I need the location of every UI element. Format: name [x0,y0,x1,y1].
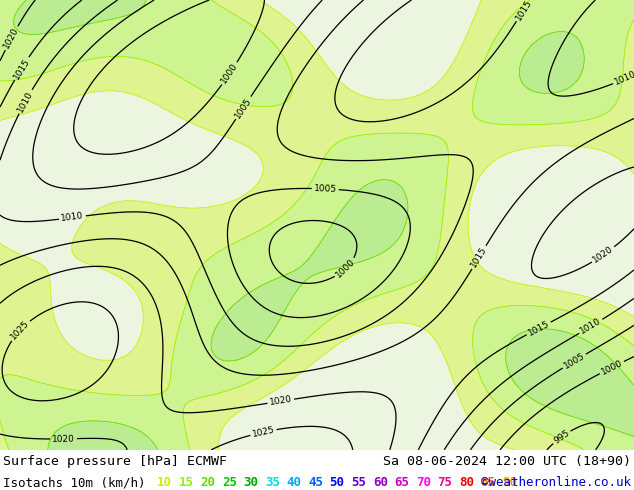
Text: 45: 45 [308,476,323,490]
Text: 1010: 1010 [16,89,35,114]
Text: 40: 40 [287,476,302,490]
Text: 1015: 1015 [526,319,551,338]
Text: 1020: 1020 [592,245,616,265]
Text: 85: 85 [481,476,496,490]
Text: 25: 25 [222,476,237,490]
Text: 1020: 1020 [52,434,75,443]
Text: 1010: 1010 [613,70,634,87]
Text: 1005: 1005 [233,96,254,120]
Text: 1010: 1010 [60,212,84,223]
Text: 1000: 1000 [334,257,357,280]
Text: 1015: 1015 [469,245,489,270]
Text: 55: 55 [351,476,366,490]
Text: 80: 80 [459,476,474,490]
Text: 30: 30 [243,476,259,490]
Text: 1020: 1020 [269,395,293,408]
Text: 70: 70 [416,476,431,490]
Text: 65: 65 [394,476,410,490]
Text: Surface pressure [hPa] ECMWF: Surface pressure [hPa] ECMWF [3,455,227,467]
Text: 1000: 1000 [600,358,624,377]
Text: 1000: 1000 [219,61,240,86]
Text: 75: 75 [437,476,453,490]
Text: 995: 995 [552,428,571,445]
Text: Isotachs 10m (km/h): Isotachs 10m (km/h) [3,476,153,490]
Text: 1025: 1025 [9,319,31,342]
Text: 10: 10 [157,476,172,490]
Text: 1025: 1025 [251,425,276,439]
Text: Sa 08-06-2024 12:00 UTC (18+90): Sa 08-06-2024 12:00 UTC (18+90) [383,455,631,467]
Text: 1015: 1015 [11,56,32,80]
Text: 1010: 1010 [579,317,603,336]
Text: 50: 50 [330,476,345,490]
Text: 60: 60 [373,476,388,490]
Text: ©weatheronline.co.uk: ©weatheronline.co.uk [481,476,631,490]
Text: 35: 35 [265,476,280,490]
Text: 20: 20 [200,476,216,490]
Text: 90: 90 [502,476,517,490]
Text: 15: 15 [179,476,194,490]
Text: 1005: 1005 [314,184,337,194]
Text: 1005: 1005 [562,351,586,371]
Text: 1020: 1020 [2,26,21,50]
Text: 1015: 1015 [514,0,534,22]
